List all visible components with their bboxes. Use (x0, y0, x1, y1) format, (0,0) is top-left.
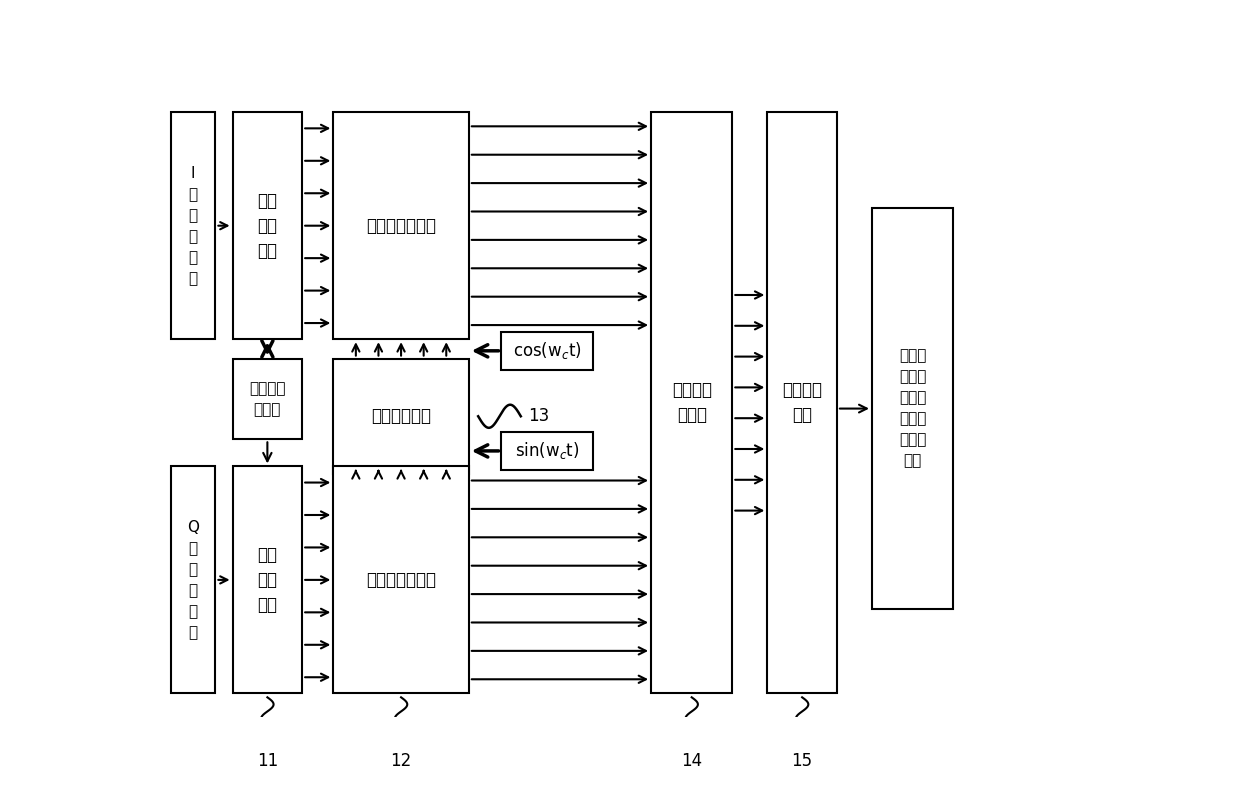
Text: 多路并行相乘器: 多路并行相乘器 (366, 571, 436, 589)
Text: 速率可
变符合
系统性
能的正
交调制
信号: 速率可 变符合 系统性 能的正 交调制 信号 (899, 348, 926, 468)
Text: 13: 13 (528, 407, 549, 426)
Bar (872, 209, 954, 609)
Bar (768, 112, 837, 693)
Text: 片外
存储
模块: 片外 存储 模块 (258, 192, 278, 260)
Bar (501, 331, 593, 370)
Text: sin(w$_c$t): sin(w$_c$t) (515, 440, 579, 461)
Bar (501, 432, 593, 470)
Text: 多路并行
累加器: 多路并行 累加器 (672, 381, 712, 424)
Bar (233, 359, 303, 439)
Bar (334, 112, 469, 339)
Text: 12: 12 (391, 752, 412, 770)
Text: 载波产生模块: 载波产生模块 (371, 407, 432, 426)
Bar (233, 112, 303, 339)
Text: Q
路
基
带
信
号: Q 路 基 带 信 号 (187, 520, 198, 640)
Bar (171, 467, 216, 693)
Bar (651, 112, 733, 693)
Bar (233, 467, 303, 693)
Bar (334, 359, 469, 474)
Text: 并串转换
模块: 并串转换 模块 (782, 381, 822, 424)
Text: 多路并行相乘器: 多路并行相乘器 (366, 217, 436, 235)
Text: cos(w$_c$t): cos(w$_c$t) (513, 340, 582, 361)
Text: 11: 11 (257, 752, 278, 770)
Text: 14: 14 (681, 752, 702, 770)
Bar (171, 112, 216, 339)
Bar (334, 467, 469, 693)
Text: 15: 15 (791, 752, 812, 770)
Text: 符号速率
控制器: 符号速率 控制器 (249, 381, 285, 417)
Text: 片外
存储
模块: 片外 存储 模块 (258, 546, 278, 614)
Text: I
路
基
带
信
号: I 路 基 带 信 号 (188, 166, 197, 285)
